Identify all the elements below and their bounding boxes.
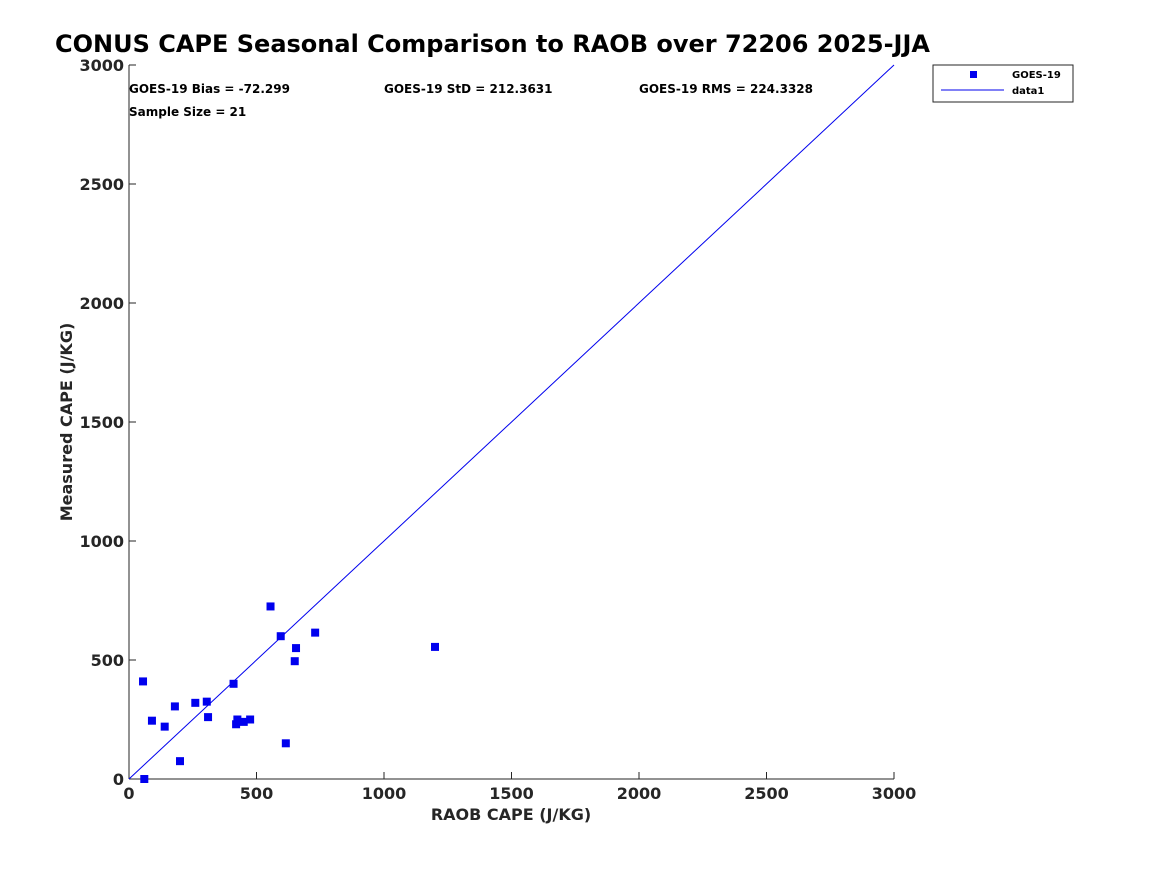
y-tick-label: 3000 (79, 56, 124, 75)
data-point (290, 657, 299, 666)
x-tick-label: 1000 (362, 784, 407, 803)
x-tick-label: 2000 (617, 784, 662, 803)
data-point (276, 632, 285, 641)
data-point (431, 642, 439, 651)
data-point (147, 716, 156, 725)
x-axis-label: RAOB CAPE (J/KG) (431, 805, 591, 824)
data-point (246, 715, 255, 724)
data-point (239, 717, 248, 726)
data-point (311, 628, 320, 637)
data-point (281, 739, 290, 748)
x-tick-label: 3000 (872, 784, 917, 803)
data-point (233, 715, 242, 724)
data-point (176, 757, 184, 766)
data-point (232, 720, 241, 729)
data-point (140, 775, 149, 783)
legend-box (932, 64, 1074, 103)
data-point (139, 677, 148, 686)
y-tick-label: 500 (91, 651, 124, 670)
data-point (229, 679, 238, 688)
x-tick-label: 500 (240, 784, 273, 803)
legend-label-goes19: GOES-19 (1012, 70, 1061, 81)
y-tick-label: 1000 (79, 532, 124, 551)
y-axis-label: Measured CAPE (J/KG) (57, 323, 76, 522)
data-point (191, 698, 200, 707)
y-tick-label: 2500 (79, 175, 124, 194)
data-point (160, 722, 169, 731)
legend: GOES-19 data1 (932, 64, 1074, 103)
rms-stat: GOES-19 RMS = 224.3328 (639, 82, 813, 96)
std-stat: GOES-19 StD = 212.3631 (384, 82, 553, 96)
y-tick-label: 0 (113, 770, 124, 789)
bias-stat: GOES-19 Bias = -72.299 (129, 82, 290, 96)
reference-line-data1 (128, 64, 895, 780)
y-tick-label: 2000 (79, 294, 124, 313)
sample-size-stat: Sample Size = 21 (129, 105, 246, 119)
y-tick-label: 1500 (79, 413, 124, 432)
x-tick-label: 0 (123, 784, 134, 803)
y-ticks: 0 500 1000 1500 2000 2500 3000 (79, 56, 136, 789)
x-tick-label: 2500 (744, 784, 789, 803)
data-point (292, 644, 301, 653)
x-ticks: 0 500 1000 1500 2000 2500 3000 (123, 772, 916, 803)
data-point (170, 702, 179, 711)
data-point (202, 697, 211, 706)
data-point (204, 713, 213, 722)
legend-label-data1: data1 (1012, 86, 1044, 97)
plot-area (128, 64, 895, 783)
x-tick-label: 1500 (489, 784, 534, 803)
chart-title: CONUS CAPE Seasonal Comparison to RAOB o… (55, 30, 930, 58)
legend-marker-goes19 (970, 71, 977, 78)
data-point (266, 602, 275, 611)
